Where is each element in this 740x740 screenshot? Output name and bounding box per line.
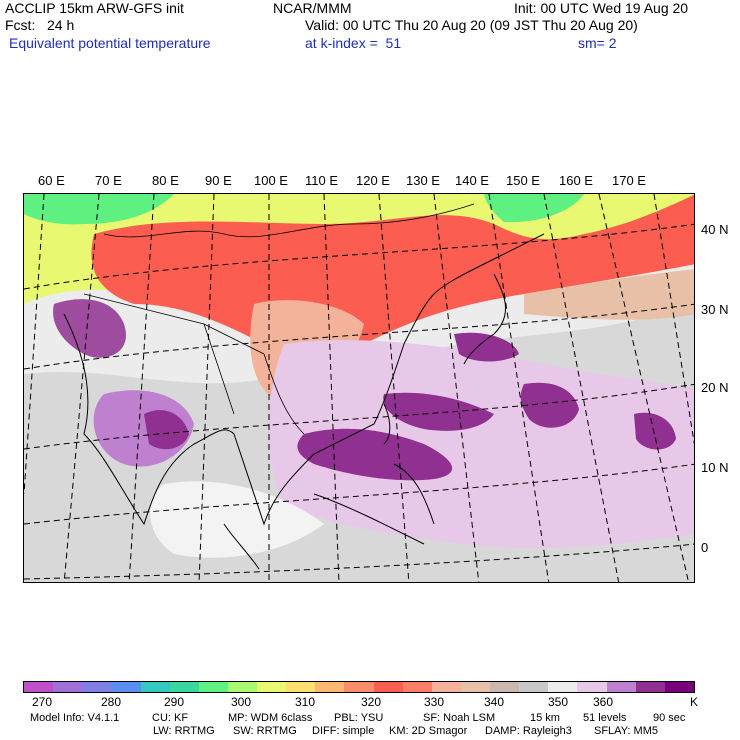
model-title: ACCLIP 15km ARW-GFS init xyxy=(5,0,184,16)
tan-region xyxy=(524,269,694,320)
lat-label: 40 N xyxy=(701,222,729,237)
init-time: Init: 00 UTC Wed 19 Aug 20 xyxy=(514,0,689,16)
colorbar-tick-label: 360 xyxy=(593,695,614,709)
colorbar-swatch xyxy=(53,682,83,692)
green-region-east xyxy=(484,194,584,223)
valid-time: Valid: 00 UTC Thu 20 Aug 20 (09 JST Thu … xyxy=(305,17,638,33)
lon-label: 100 E xyxy=(254,173,288,188)
footer-item: KM: 2D Smagor xyxy=(389,725,468,737)
colorbar-swatch xyxy=(519,682,549,692)
colorbar-tick-label: 340 xyxy=(484,695,505,709)
colorbar-tick-label: 330 xyxy=(424,695,445,709)
lat-label: 20 N xyxy=(701,380,729,395)
colorbar-swatch xyxy=(606,682,636,692)
footer-item: SFLAY: MM5 xyxy=(594,725,658,737)
lon-label: 130 E xyxy=(406,173,440,188)
lon-label: 60 E xyxy=(38,173,65,188)
colorbar-swatch xyxy=(490,682,520,692)
lon-label: 160 E xyxy=(559,173,593,188)
borders xyxy=(83,203,475,435)
level-index: at k-index = 51 xyxy=(305,35,402,51)
colorbar-tick-label: 270 xyxy=(32,695,53,709)
footer-item: CU: KF xyxy=(152,712,189,724)
colorbar-swatch xyxy=(24,682,54,692)
footer-item: SF: Noah LSM xyxy=(423,712,496,724)
purple-region-philippine-sea xyxy=(383,392,494,431)
lat-label: 10 N xyxy=(701,460,729,475)
lon-label: 80 E xyxy=(152,173,179,188)
graticule xyxy=(24,194,694,582)
footer-item: MP: WDM 6class xyxy=(228,712,313,724)
lat-label: 30 N xyxy=(701,302,729,317)
colorbar-swatch xyxy=(315,682,345,692)
colorbar-tick-label: 300 xyxy=(231,695,252,709)
green-region-west xyxy=(24,194,174,225)
footer-item: 51 levels xyxy=(583,712,627,724)
lat-label: 0 xyxy=(701,540,709,555)
footer-item: DAMP: Rayleigh3 xyxy=(485,725,572,737)
lon-label: 150 E xyxy=(506,173,540,188)
colorbar-swatch xyxy=(431,682,461,692)
colorbar-swatch xyxy=(373,682,403,692)
colorbar-swatch xyxy=(82,682,112,692)
colorbar-tick-label: 280 xyxy=(101,695,122,709)
map-panel xyxy=(23,193,695,583)
smoothing: sm= 2 xyxy=(578,35,617,51)
purple-region-west-pacific xyxy=(520,382,579,428)
colorbar-tick-label: 310 xyxy=(295,695,316,709)
footer-item: Model Info: V4.1.1 xyxy=(30,712,120,724)
colorbar-tick-label: 290 xyxy=(164,695,185,709)
footer-item: LW: RRTMG xyxy=(153,725,215,737)
purple-region-bay xyxy=(144,410,189,450)
purple-region-scs xyxy=(297,428,453,481)
colorbar-swatch xyxy=(257,682,287,692)
lon-label: 70 E xyxy=(95,173,122,188)
lon-label: 120 E xyxy=(356,173,390,188)
field-name: Equivalent potential temperature xyxy=(9,35,211,51)
forecast-hour: Fcst: 24 h xyxy=(5,17,75,33)
white-region-indian-ocean xyxy=(150,481,324,558)
colorbar-tick-label: 320 xyxy=(361,695,382,709)
colorbar-swatch xyxy=(286,682,316,692)
colorbar-swatch xyxy=(198,682,228,692)
colorbar-swatch xyxy=(227,682,257,692)
lon-label: 170 E xyxy=(612,173,646,188)
footer-item: 90 sec xyxy=(653,712,686,724)
colorbar-swatch xyxy=(664,682,694,692)
footer-item: SW: RRTMG xyxy=(233,725,297,737)
lon-label: 90 E xyxy=(205,173,232,188)
purple-region-india-north xyxy=(53,299,126,358)
colorbar-swatch xyxy=(111,682,141,692)
colorbar-swatch xyxy=(140,682,170,692)
theta-e-field xyxy=(24,194,694,582)
colorbar-swatch xyxy=(548,682,578,692)
center-label: NCAR/MMM xyxy=(273,0,352,16)
colorbar-swatch xyxy=(460,682,490,692)
coastlines xyxy=(63,233,545,570)
colorbar-swatch xyxy=(344,682,374,692)
colorbar-swatch xyxy=(577,682,607,692)
colorbar-swatch xyxy=(169,682,199,692)
footer-item: PBL: YSU xyxy=(334,712,384,724)
colorbar-swatch xyxy=(635,682,665,692)
colorbar-unit: K xyxy=(690,695,699,709)
purple-region-east-pacific xyxy=(634,412,676,450)
footer-item: DIFF: simple xyxy=(312,725,375,737)
colorbar-tick-label: 350 xyxy=(548,695,569,709)
lon-label: 110 E xyxy=(305,173,339,188)
colorbar xyxy=(23,681,695,693)
colorbar-swatch xyxy=(402,682,432,692)
footer-item: 15 km xyxy=(530,712,560,724)
red-region xyxy=(91,194,694,356)
lon-label: 140 E xyxy=(455,173,489,188)
pink-region-pacific xyxy=(269,340,694,549)
